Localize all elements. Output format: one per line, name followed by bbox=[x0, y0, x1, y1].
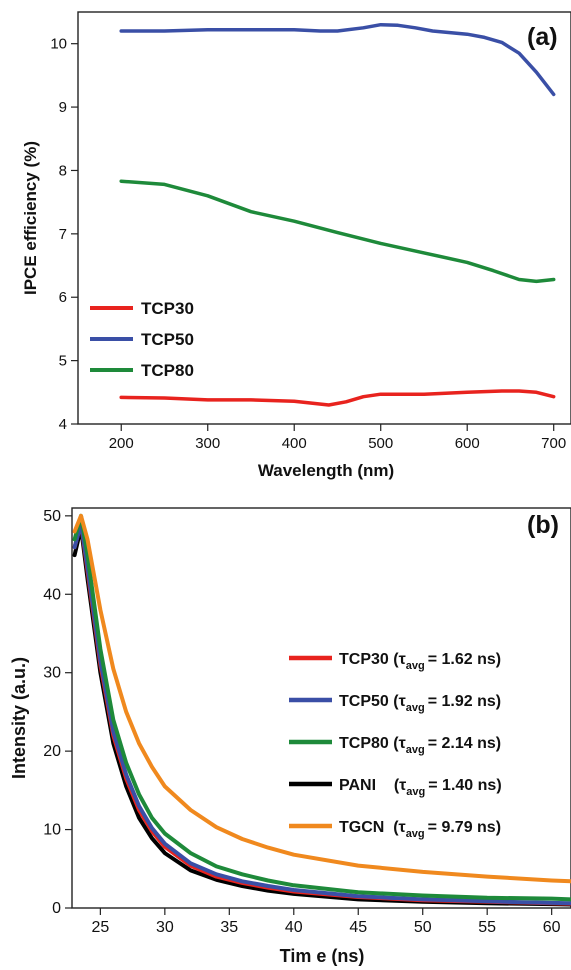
legend-label-tau: τ bbox=[399, 777, 406, 794]
y-tick-label: 7 bbox=[59, 226, 67, 243]
legend-label-value: = 1.92 ns) bbox=[428, 693, 501, 710]
legend-label-value: = 2.14 ns) bbox=[428, 735, 501, 752]
x-tick-label: 35 bbox=[220, 919, 238, 936]
legend-label-value: = 1.40 ns) bbox=[428, 777, 501, 794]
panel-label-b: (b) bbox=[527, 511, 559, 539]
legend-label-prefix: TCP80 ( bbox=[339, 735, 399, 752]
legend-label-prefix: TCP30 ( bbox=[339, 651, 399, 668]
legend-label-tau: τ bbox=[399, 735, 406, 752]
legend-a: TCP30 TCP50 TCP80 bbox=[90, 299, 194, 380]
legend-label-tau-subscript: avg bbox=[406, 828, 425, 840]
y-tick-label: 8 bbox=[59, 162, 67, 179]
x-tick-label: 500 bbox=[368, 435, 393, 452]
x-tick-label: 700 bbox=[541, 435, 566, 452]
legend-label-tau: τ bbox=[399, 819, 406, 836]
x-tick-label: 300 bbox=[195, 435, 220, 452]
legend-label-value: = 1.62 ns) bbox=[428, 651, 501, 668]
x-tick-label: 30 bbox=[156, 919, 174, 936]
series-line-tcp80 bbox=[72, 513, 571, 902]
x-tick-label: 40 bbox=[285, 919, 303, 936]
series-lines-a bbox=[119, 22, 556, 407]
series-line-tcp50 bbox=[72, 521, 571, 906]
series-line-tcp50 bbox=[119, 22, 556, 97]
x-tick-label: 45 bbox=[349, 919, 367, 936]
x-tick-label: 200 bbox=[109, 435, 134, 452]
legend-label-value: = 9.79 ns) bbox=[428, 819, 501, 836]
series-line-tcp30 bbox=[119, 389, 556, 407]
legend-label-tcp80: TCP80 bbox=[141, 361, 194, 380]
legend-label-tau-subscript: avg bbox=[406, 702, 425, 714]
y-tick-label: 10 bbox=[50, 36, 67, 53]
y-tick-label: 5 bbox=[59, 353, 67, 370]
x-tick-label: 55 bbox=[478, 919, 496, 936]
y-tick-label: 4 bbox=[59, 416, 67, 433]
legend-b: TCP30 (τavg = 1.62 ns)TCP50 (τavg = 1.92 n… bbox=[289, 651, 502, 840]
series-lines-b bbox=[72, 513, 571, 907]
y-axis-ticks-a: 4 5 6 7 8 9 10 bbox=[50, 36, 78, 433]
x-tick-label: 600 bbox=[455, 435, 480, 452]
panel-label-a: (a) bbox=[527, 23, 558, 51]
series-line-tcp30 bbox=[72, 521, 571, 906]
plot-frame-b bbox=[71, 507, 571, 909]
legend-label-tau: τ bbox=[399, 651, 406, 668]
legend-label-tcp50: TCP50 (τavg = 1.92 ns) bbox=[339, 693, 501, 714]
x-tick-label: 60 bbox=[543, 919, 561, 936]
y-axis-ticks-b: 0 10 20 30 40 50 bbox=[43, 508, 72, 917]
legend-label-tcp30: TCP30 (τavg = 1.62 ns) bbox=[339, 651, 501, 672]
series-line-pani bbox=[72, 525, 571, 907]
y-axis-label-b: Intensity (a.u.) bbox=[9, 657, 29, 779]
y-tick-label: 40 bbox=[43, 586, 61, 603]
legend-label-tcp80: TCP80 (τavg = 2.14 ns) bbox=[339, 735, 501, 756]
x-tick-label: 400 bbox=[282, 435, 307, 452]
legend-label-prefix: PANI ( bbox=[339, 777, 400, 794]
legend-label-pani: PANI (τavg = 1.40 ns) bbox=[339, 777, 502, 798]
x-axis-label-a: Wavelength (nm) bbox=[258, 461, 394, 480]
x-axis-label-b: Tim e (ns) bbox=[280, 946, 365, 966]
legend-label-tau-subscript: avg bbox=[406, 744, 425, 756]
y-tick-label: 6 bbox=[59, 289, 67, 306]
y-tick-label: 50 bbox=[43, 508, 61, 525]
legend-label-tau: τ bbox=[399, 693, 406, 710]
legend-label-tgcn: TGCN (τavg = 9.79 ns) bbox=[339, 819, 501, 840]
y-tick-label: 10 bbox=[43, 822, 61, 839]
x-tick-label: 25 bbox=[91, 919, 109, 936]
x-tick-label: 50 bbox=[414, 919, 432, 936]
x-axis-ticks-a: 200 300 400 500 600 700 bbox=[109, 424, 566, 452]
legend-label-tcp50: TCP50 bbox=[141, 330, 194, 349]
y-tick-label: 20 bbox=[43, 743, 61, 760]
series-line-tgcn bbox=[72, 513, 571, 884]
series-line-tcp80 bbox=[119, 179, 556, 284]
x-axis-ticks-b: 25 30 35 40 45 50 55 60 bbox=[91, 908, 561, 936]
y-axis-label-a: IPCE efficiency (%) bbox=[21, 141, 40, 295]
y-tick-label: 30 bbox=[43, 665, 61, 682]
y-tick-label: 9 bbox=[59, 99, 67, 116]
y-tick-label: 0 bbox=[52, 900, 61, 917]
legend-label-prefix: TCP50 ( bbox=[339, 693, 399, 710]
legend-label-prefix: TGCN ( bbox=[339, 819, 399, 836]
plot-frame-a bbox=[77, 11, 571, 425]
legend-label-tau-subscript: avg bbox=[406, 660, 425, 672]
legend-label-tcp30: TCP30 bbox=[141, 299, 194, 318]
legend-label-tau-subscript: avg bbox=[406, 786, 425, 798]
